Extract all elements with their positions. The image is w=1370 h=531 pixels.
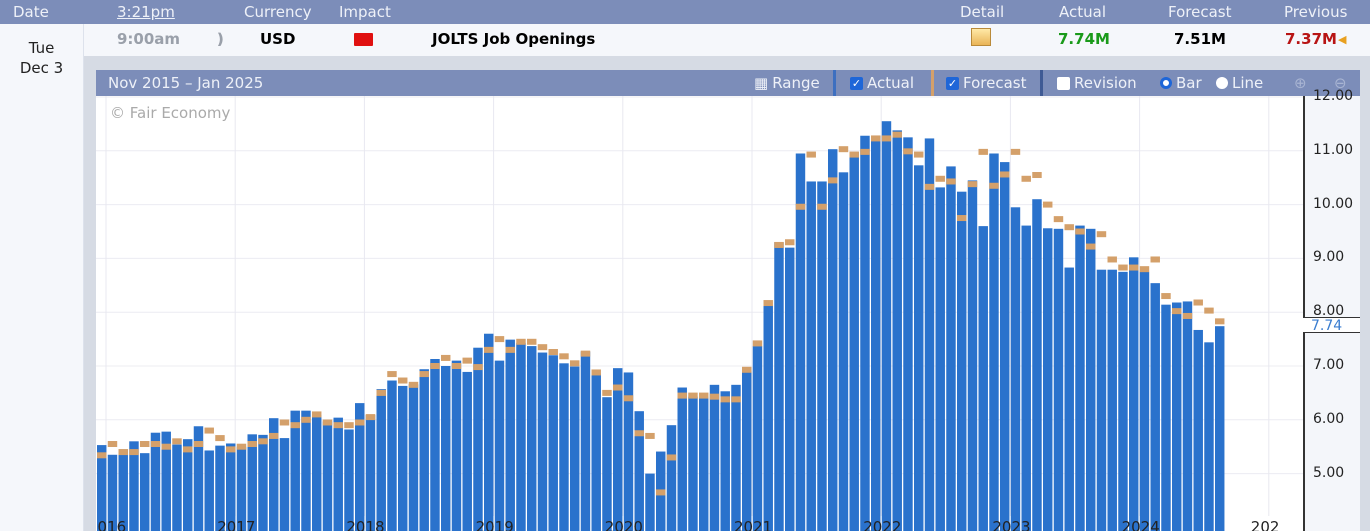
- chart-toolbar: Nov 2015 – Jan 2025 ▦ Range ✓ Actual ✓ Fore…: [96, 70, 1360, 96]
- bar-chart: [96, 96, 1303, 531]
- calendar-header: Date 3:21pm Currency Impact Detail Actua…: [0, 0, 1370, 24]
- revision-toggle[interactable]: Revision: [1051, 70, 1143, 96]
- zoom-in-button[interactable]: ⊕: [1288, 70, 1313, 96]
- y-tick-label: 8.00: [1313, 303, 1345, 320]
- y-tick-label: 7.00: [1313, 357, 1345, 373]
- range-title: Nov 2015 – Jan 2025: [108, 74, 264, 92]
- event-date: Dec 3: [19, 59, 64, 77]
- y-tick-label: 12.00: [1313, 88, 1354, 104]
- x-tick-label: 2017: [217, 518, 256, 531]
- high-impact-icon: [354, 33, 373, 46]
- y-tick-label: 10.00: [1313, 195, 1354, 212]
- event-time: 9:00am: [117, 30, 181, 48]
- col-impact: Impact: [339, 3, 391, 21]
- y-axis: 12.00 11.00 10.00 9.00 8.00 7.00 6.00 5.00: [1303, 88, 1360, 531]
- watermark: © Fair Economy: [110, 104, 231, 122]
- y-tick-label: 6.00: [1313, 410, 1345, 427]
- event-day: Tue: [28, 39, 55, 57]
- calendar-icon: ▦: [754, 74, 769, 92]
- actual-checkbox[interactable]: ✓: [850, 76, 863, 90]
- actual-toggle[interactable]: ✓ Actual: [850, 74, 914, 92]
- x-tick-label: 2020: [604, 518, 643, 531]
- forecast-toggle[interactable]: ✓ Forecast: [946, 74, 1027, 92]
- current-time-link[interactable]: 3:21pm: [117, 3, 175, 21]
- event-currency: USD: [260, 30, 296, 48]
- x-tick-label: 202: [1250, 518, 1280, 531]
- current-value-marker: 7.74: [1303, 317, 1360, 334]
- event-previous: 7.37M: [1285, 30, 1337, 48]
- event-row[interactable]: 9:00am ❫ USD JOLTS Job Openings 7.74M 7.…: [84, 24, 1370, 56]
- col-date: Date: [13, 3, 49, 21]
- y-tick-label: 11.00: [1313, 141, 1354, 158]
- line-mode[interactable]: Line: [1210, 70, 1269, 96]
- col-forecast: Forecast: [1168, 3, 1232, 21]
- col-actual: Actual: [1059, 3, 1106, 21]
- zoom-out-icon: ⊖: [1334, 74, 1347, 92]
- y-tick-label: 5.00: [1313, 464, 1345, 481]
- event-actual: 7.74M: [1058, 30, 1110, 48]
- col-detail: Detail: [960, 3, 1005, 21]
- x-tick-label: 2022: [863, 518, 902, 531]
- x-tick-label: 2024: [1121, 518, 1160, 531]
- x-tick-label: 2019: [475, 518, 514, 531]
- x-tick-label: 2016: [96, 518, 127, 531]
- x-tick-label: 2023: [992, 518, 1031, 531]
- x-tick-label: 2018: [346, 518, 385, 531]
- col-currency: Currency: [244, 3, 312, 21]
- chart-plot-area[interactable]: © Fair Economy 2016 2017 2018 2019 2020 2021 2…: [96, 96, 1303, 531]
- detail-folder-icon[interactable]: [971, 28, 991, 46]
- event-forecast: 7.51M: [1174, 30, 1226, 48]
- col-previous: Previous: [1284, 3, 1348, 21]
- revision-arrow-icon: ◀: [1338, 33, 1347, 46]
- zoom-out-button[interactable]: ⊖: [1328, 70, 1353, 96]
- sound-icon: ❫: [214, 30, 227, 48]
- bar-mode[interactable]: Bar: [1154, 70, 1208, 96]
- range-button[interactable]: ▦ Range: [754, 74, 820, 92]
- line-radio[interactable]: [1216, 77, 1228, 89]
- forecast-checkbox[interactable]: ✓: [946, 76, 959, 90]
- event-name[interactable]: JOLTS Job Openings: [432, 30, 596, 48]
- zoom-in-icon: ⊕: [1294, 74, 1307, 92]
- date-cell: Tue Dec 3: [0, 24, 84, 531]
- x-tick-label: 2021: [734, 518, 773, 531]
- revision-checkbox[interactable]: [1057, 76, 1070, 90]
- bar-radio[interactable]: [1160, 77, 1172, 89]
- y-tick-label: 9.00: [1313, 249, 1345, 266]
